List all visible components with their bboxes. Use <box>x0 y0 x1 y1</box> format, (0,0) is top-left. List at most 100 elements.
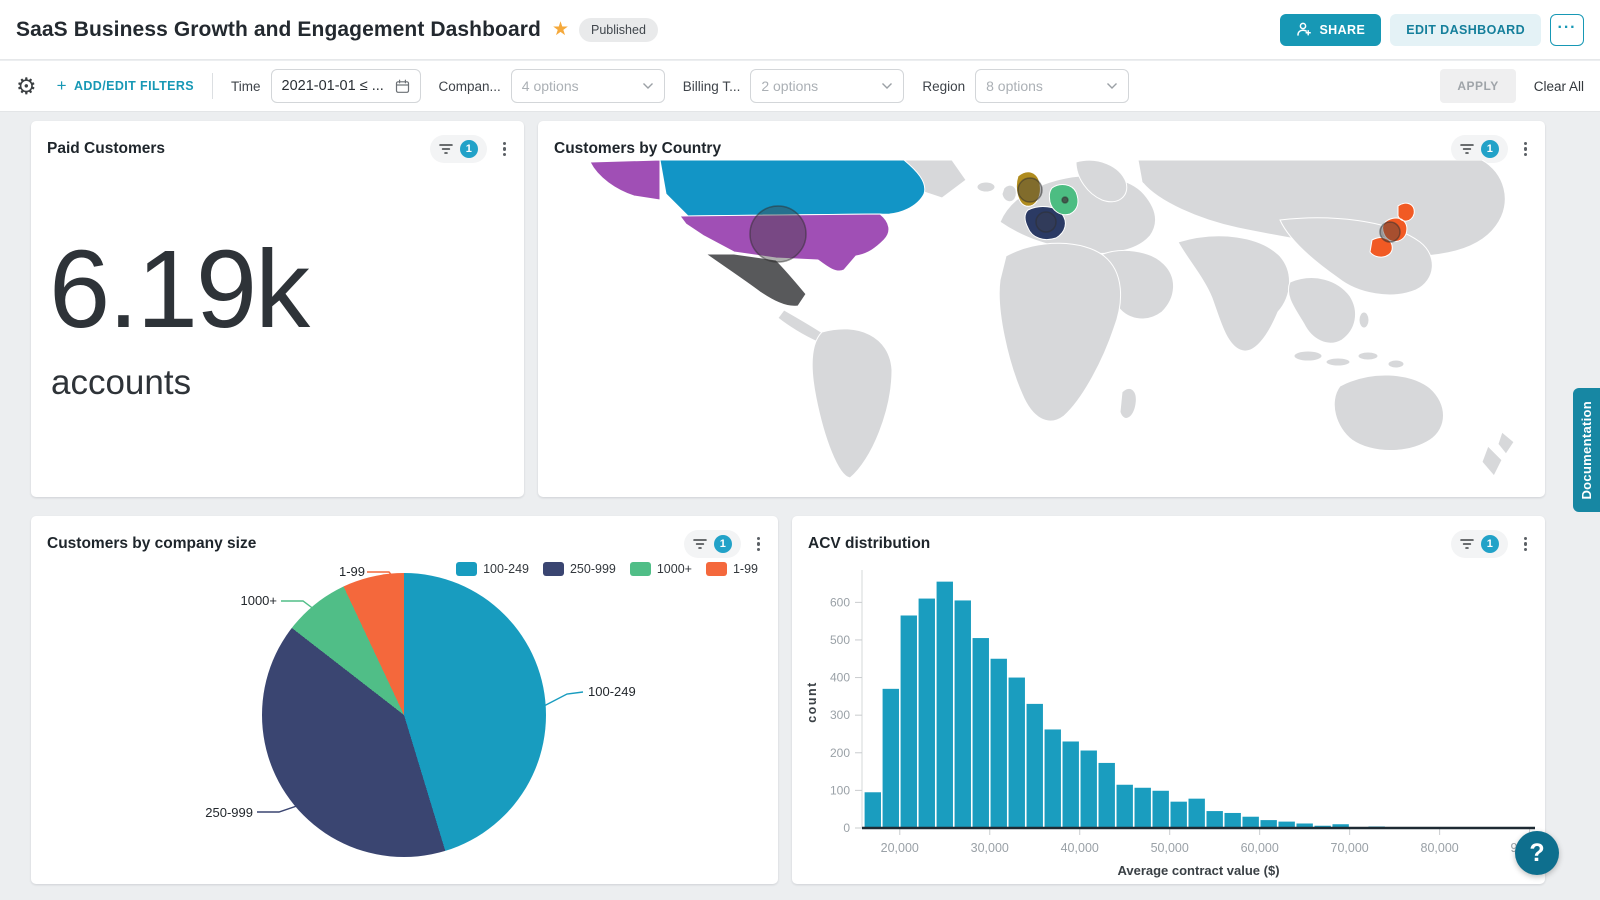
map-scandinavia <box>1075 160 1128 203</box>
map-south-asia <box>1177 235 1291 352</box>
person-plus-icon <box>1296 22 1312 37</box>
kebab-menu-icon[interactable] <box>1520 138 1531 161</box>
map-png <box>1387 359 1405 369</box>
funnel-icon <box>693 538 707 550</box>
legend-item[interactable]: 100-249 <box>456 562 529 576</box>
ellipsis-icon: ··· <box>1557 18 1577 36</box>
widget-filter-chip[interactable]: 1 <box>429 135 487 163</box>
pie-label-1000plus: 1000+ <box>240 593 277 608</box>
chevron-down-icon <box>1106 82 1118 90</box>
panel-company-size: Customers by company size 1 100-249 250-9… <box>31 516 778 884</box>
map-bubble-germany[interactable] <box>1061 196 1069 204</box>
svg-text:100: 100 <box>830 783 850 797</box>
widget-filter-chip[interactable]: 1 <box>1450 530 1508 558</box>
svg-text:Average contract value ($): Average contract value ($) <box>1117 863 1279 878</box>
svg-text:60,000: 60,000 <box>1241 841 1279 855</box>
clear-all-button[interactable]: Clear All <box>1533 78 1584 94</box>
documentation-tab-label: Documentation <box>1579 400 1594 500</box>
map-country-mexico[interactable] <box>704 253 807 307</box>
legend-swatch <box>542 562 564 576</box>
svg-text:20,000: 20,000 <box>881 841 919 855</box>
panel-paid-customers: Paid Customers 1 6.19k accounts <box>31 121 524 497</box>
add-edit-filters-button[interactable]: + ADD/EDIT FILTERS <box>57 76 194 96</box>
share-button[interactable]: SHARE <box>1280 13 1382 46</box>
filter-group-region: Region 8 options <box>922 69 1130 103</box>
question-icon: ? <box>1529 838 1545 867</box>
widget-filter-chip[interactable]: 1 <box>1450 135 1508 163</box>
filter-count-badge: 1 <box>713 535 732 553</box>
edit-dashboard-button[interactable]: EDIT DASHBOARD <box>1390 13 1541 46</box>
map-country-japan[interactable] <box>1369 202 1415 258</box>
svg-text:500: 500 <box>830 633 850 647</box>
funnel-icon <box>1460 538 1474 550</box>
svg-text:80,000: 80,000 <box>1421 841 1459 855</box>
star-icon[interactable]: ★ <box>551 19 569 40</box>
legend-item[interactable]: 1000+ <box>629 562 692 576</box>
filter-label: Time <box>231 78 261 94</box>
documentation-tab[interactable]: Documentation <box>1573 388 1600 512</box>
map-country-usa[interactable] <box>679 213 890 272</box>
map-indonesia <box>1325 357 1351 367</box>
kpi-unit: accounts <box>51 363 192 402</box>
panel-acv-distribution: ACV distribution 1 0 100 200 300 400 500 600 20… <box>792 516 1545 884</box>
kebab-menu-icon[interactable] <box>499 138 510 161</box>
histogram-chart[interactable]: 0 100 200 300 400 500 600 20,000 30,000 40,000 50,… <box>792 560 1545 884</box>
kpi-value: 6.19k <box>49 228 310 351</box>
map-indonesia <box>1293 350 1323 362</box>
panel-header: Customers by company size 1 <box>31 516 778 559</box>
panel-title: Customers by Country <box>554 140 722 157</box>
funnel-icon <box>439 143 453 155</box>
filter-group-time: Time 2021-01-01 ≤ ... <box>231 69 421 103</box>
more-options-button[interactable]: ··· <box>1550 13 1584 46</box>
svg-text:0: 0 <box>843 821 850 835</box>
filter-label: Compan... <box>438 78 501 94</box>
map-central-america <box>777 309 825 343</box>
chevron-down-icon <box>881 82 893 90</box>
share-button-label: SHARE <box>1319 22 1366 37</box>
svg-text:600: 600 <box>830 595 850 609</box>
map-bubble-usa[interactable] <box>749 205 807 263</box>
map-africa <box>998 242 1122 422</box>
panel-title: Customers by company size <box>47 535 257 552</box>
help-button[interactable]: ? <box>1515 831 1559 875</box>
region-filter-value: 8 options <box>986 78 1043 94</box>
filter-bar-right: APPLY Clear All <box>1440 69 1584 103</box>
map-bubble-uk[interactable] <box>1017 177 1043 203</box>
kebab-menu-icon[interactable] <box>1520 533 1531 556</box>
legend-item[interactable]: 250-999 <box>542 562 616 576</box>
kebab-menu-icon[interactable] <box>753 533 764 556</box>
region-filter-select[interactable]: 8 options <box>975 69 1130 103</box>
billing-filter-value: 2 options <box>761 78 819 94</box>
filter-group-company: Compan... 4 options <box>439 69 665 103</box>
map-bubble-japan[interactable] <box>1379 221 1401 243</box>
legend-item[interactable]: 1-99 <box>705 562 758 576</box>
calendar-icon <box>395 79 410 94</box>
top-actions: SHARE EDIT DASHBOARD ··· <box>1280 13 1584 46</box>
billing-filter-select[interactable]: 2 options <box>750 69 905 103</box>
svg-text:400: 400 <box>830 671 850 685</box>
map-country-alaska[interactable] <box>589 160 661 201</box>
legend-swatch <box>456 562 478 576</box>
map-country-canada[interactable] <box>659 160 926 217</box>
svg-text:300: 300 <box>830 708 850 722</box>
edit-dashboard-label: EDIT DASHBOARD <box>1406 22 1525 37</box>
chevron-down-icon <box>642 82 654 90</box>
company-filter-select[interactable]: 4 options <box>510 69 665 103</box>
pie-chart[interactable] <box>262 573 546 857</box>
funnel-icon <box>1460 143 1474 155</box>
map-madagascar <box>1119 388 1137 419</box>
pie-legend: 100-249 250-999 1000+ 1-99 <box>456 562 758 576</box>
apply-button[interactable]: APPLY <box>1440 69 1516 103</box>
company-filter-value: 4 options <box>521 78 579 94</box>
legend-label: 1-99 <box>732 562 758 576</box>
time-filter-input[interactable]: 2021-01-01 ≤ ... <box>270 69 421 103</box>
legend-swatch <box>629 562 651 576</box>
add-edit-filters-label: ADD/EDIT FILTERS <box>73 79 195 93</box>
map-indonesia <box>1357 351 1379 361</box>
pie-label-100-249: 100-249 <box>588 684 636 699</box>
gear-icon[interactable]: ⚙ <box>16 72 37 99</box>
widget-filter-chip[interactable]: 1 <box>683 530 741 558</box>
map-ireland <box>1001 184 1017 203</box>
pie-label-1-99: 1-99 <box>338 564 365 579</box>
map-bubble-france[interactable] <box>1035 211 1057 233</box>
